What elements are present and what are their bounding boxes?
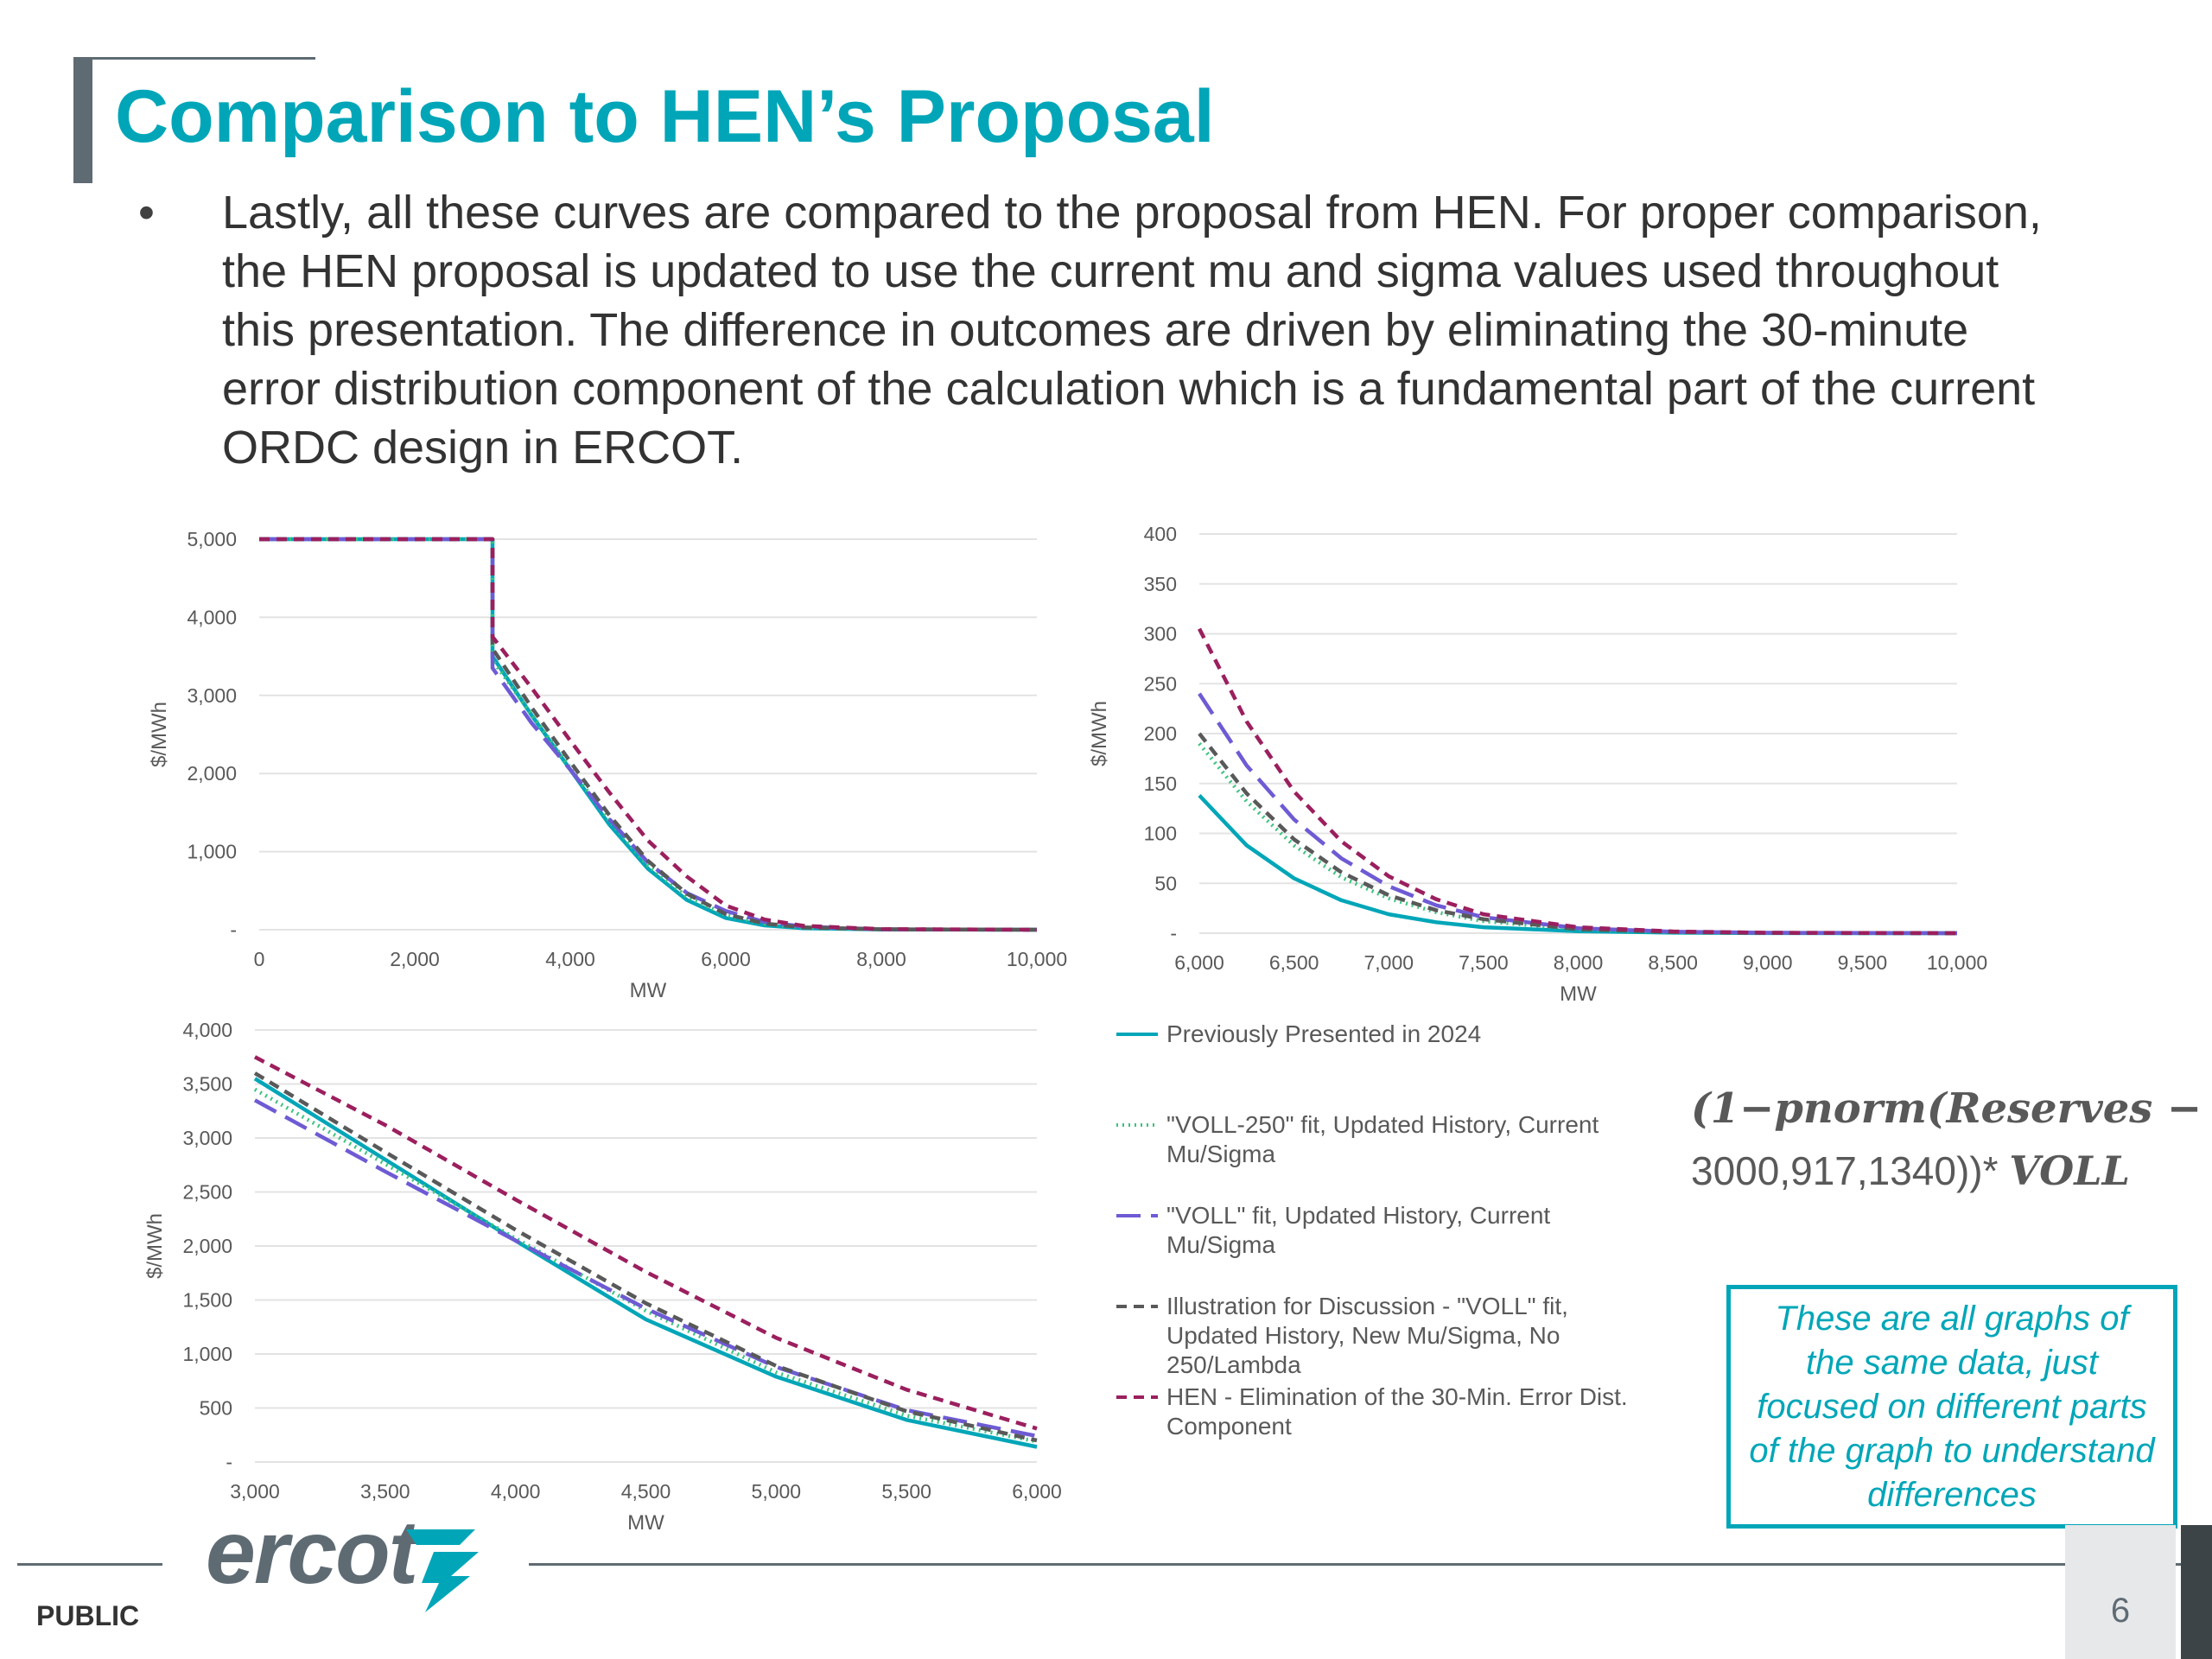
- legend-swatch: [1116, 1033, 1158, 1036]
- legend-label: Previously Presented in 2024: [1166, 1020, 1482, 1047]
- x-tick-label: 3,000: [230, 1480, 280, 1503]
- callout-box: These are all graphs of the same data, j…: [1726, 1285, 2177, 1529]
- legend-swatch: [1116, 1395, 1158, 1399]
- series-line: [1197, 627, 1958, 936]
- legend-swatch: [1116, 1305, 1158, 1308]
- x-axis-label: MW: [627, 1511, 664, 1535]
- y-tick-label: 1,000: [182, 1343, 232, 1365]
- formula-line-2: 3000,917,1340))* VOLL: [1691, 1147, 2130, 1194]
- legend-label: HEN - Elimination of the 30-Min. Error D…: [1166, 1383, 1628, 1440]
- y-tick-label: 3,000: [187, 684, 237, 707]
- legend-label: "VOLL" fit, Updated History, Current Mu/…: [1166, 1202, 1551, 1258]
- classification-label: PUBLIC: [36, 1600, 140, 1631]
- y-tick-label: 250: [1144, 672, 1177, 695]
- x-tick-label: 10,000: [1927, 951, 1987, 974]
- series-line: [1198, 794, 1958, 936]
- x-tick-label: 6,000: [701, 948, 751, 970]
- x-tick-label: 8,000: [856, 948, 906, 970]
- ercot-logo-mark-icon: [406, 1529, 479, 1612]
- y-tick-label: 300: [1144, 623, 1177, 645]
- x-tick-label: 5,000: [752, 1480, 802, 1503]
- series-line: [259, 537, 1038, 932]
- x-tick-label: 9,500: [1838, 951, 1888, 974]
- x-tick-label: 6,500: [1269, 951, 1319, 974]
- x-axis-label: MW: [1560, 982, 1597, 1006]
- y-tick-label: 2,000: [182, 1235, 232, 1257]
- series-line: [259, 537, 1038, 932]
- page-corner-strip: [2181, 1525, 2212, 1659]
- chart-mid-reserves: - 500 1,000 1,500 2,000 2,500 3,000 3,500 4,000 3…: [143, 1019, 1062, 1535]
- x-axis-label: MW: [630, 979, 667, 1002]
- callout-text: These are all graphs of the same data, j…: [1749, 1299, 2155, 1514]
- x-tick-label: 4,500: [621, 1480, 671, 1503]
- y-tick-label: 200: [1144, 722, 1177, 745]
- footer-rule-left: [17, 1563, 162, 1566]
- series-line: [253, 1071, 1038, 1443]
- y-tick-label: 350: [1144, 573, 1177, 595]
- series-line: [259, 537, 1038, 932]
- series-line: [253, 1055, 1038, 1431]
- y-tick-label: 150: [1144, 772, 1177, 795]
- slide-title: Comparison to HEN’s Proposal: [115, 75, 1215, 158]
- x-tick-label: 2,000: [390, 948, 440, 970]
- title-accent-rule: [73, 57, 315, 60]
- y-axis-label: $/MWh: [1088, 701, 1111, 766]
- y-tick-label: 2,500: [182, 1181, 232, 1204]
- x-tick-label: 8,500: [1648, 951, 1698, 974]
- bullet-text: Lastly, all these curves are compared to…: [222, 187, 2042, 474]
- series-line: [253, 1098, 1038, 1439]
- y-tick-label: 2,000: [187, 762, 237, 785]
- y-tick-label: -: [230, 918, 237, 941]
- y-tick-label: 50: [1154, 872, 1177, 894]
- y-tick-label: 1,000: [187, 841, 237, 863]
- y-tick-label: 500: [200, 1397, 232, 1420]
- series-line: [253, 1087, 1038, 1444]
- y-tick-label: 5,000: [187, 528, 237, 550]
- chart-high-reserves: - 50 100 150 200 250 300 350 400 6,000 6,500 7,000 7…: [1088, 523, 1987, 1006]
- y-tick-label: 4,000: [187, 606, 237, 628]
- y-axis-label: $/MWh: [148, 702, 171, 767]
- footer-rule-right: [529, 1563, 2181, 1566]
- x-tick-label: 0: [254, 948, 265, 970]
- x-tick-label: 6,000: [1174, 951, 1224, 974]
- x-tick-label: 9,000: [1743, 951, 1793, 974]
- y-tick-label: 3,500: [182, 1073, 232, 1096]
- page-number-box: [2065, 1525, 2176, 1659]
- x-tick-label: 4,000: [545, 948, 595, 970]
- formula-values: 3000,917,1340))*: [1691, 1148, 1999, 1193]
- legend-swatch: [1116, 1214, 1158, 1217]
- legend-swatch: [1116, 1123, 1158, 1127]
- x-tick-label: 8,000: [1554, 951, 1604, 974]
- x-tick-label: 10,000: [1007, 948, 1067, 970]
- x-tick-label: 6,000: [1012, 1480, 1062, 1503]
- x-tick-label: 5,500: [881, 1480, 931, 1503]
- bullet-marker: •: [138, 187, 155, 238]
- title-accent-bar: [73, 57, 92, 183]
- y-tick-label: 3,000: [182, 1127, 232, 1149]
- formula-line-1: (1−pnorm(Reserves −: [1691, 1084, 2202, 1133]
- y-axis-label: $/MWh: [143, 1213, 167, 1279]
- y-tick-label: -: [1170, 922, 1177, 944]
- formula-voll: VOLL: [2009, 1147, 2130, 1194]
- legend-label: Illustration for Discussion - "VOLL" fit…: [1166, 1293, 1568, 1378]
- legend-label: "VOLL-250" fit, Updated History, Current…: [1166, 1111, 1599, 1167]
- x-tick-label: 3,500: [360, 1480, 410, 1503]
- ercot-logo: ercot: [206, 1503, 418, 1603]
- y-tick-label: 400: [1144, 523, 1177, 545]
- series-line: [1198, 742, 1958, 936]
- y-tick-label: 100: [1144, 823, 1177, 845]
- y-tick-label: 1,500: [182, 1289, 232, 1312]
- x-tick-label: 7,000: [1363, 951, 1414, 974]
- y-tick-label: -: [226, 1451, 232, 1473]
- y-tick-label: 4,000: [182, 1019, 232, 1041]
- series-line: [253, 1077, 1038, 1449]
- chart-full-range: - 1,000 2,000 3,000 4,000 5,000 0 2,000 4,000 6,0…: [148, 528, 1067, 1002]
- x-tick-label: 4,000: [491, 1480, 541, 1503]
- x-tick-label: 7,500: [1459, 951, 1509, 974]
- page-number: 6: [2110, 1592, 2131, 1630]
